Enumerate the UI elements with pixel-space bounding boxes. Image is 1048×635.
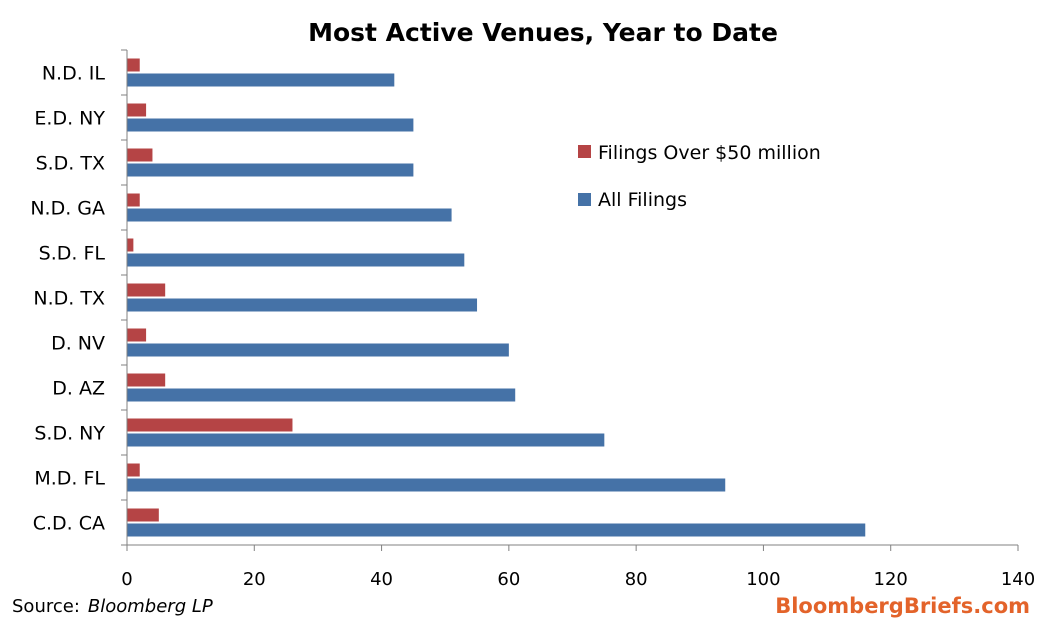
bar-filings-over-50-million-d-az [127, 373, 166, 387]
bar-all-filings-m-d-fl [127, 478, 726, 492]
x-tick-label-100: 100 [746, 569, 780, 590]
source-label: Source: [12, 596, 80, 617]
bar-filings-over-50-million-s-d-ny [127, 418, 293, 432]
bar-chart: Most Active Venues, Year to Date N.D. IL… [30, 18, 1035, 590]
source-name: Bloomberg LP [87, 596, 213, 617]
category-label-s-d-ny: S.D. NY [34, 423, 105, 445]
bar-filings-over-50-million-c-d-ca [127, 508, 159, 522]
chart-title: Most Active Venues, Year to Date [308, 18, 778, 47]
bar-filings-over-50-million-m-d-fl [127, 463, 140, 477]
category-label-d-nv: D. NV [51, 333, 105, 355]
bar-all-filings-n-d-ga [127, 208, 452, 222]
bar-all-filings-s-d-fl [127, 253, 465, 267]
bar-filings-over-50-million-s-d-fl [127, 238, 134, 252]
category-label-n-d-il: N.D. IL [42, 63, 106, 85]
legend-label-all-filings: All Filings [598, 189, 687, 211]
bar-all-filings-d-az [127, 388, 516, 402]
source-note: Source: Bloomberg LP [12, 596, 213, 617]
bar-all-filings-n-d-tx [127, 298, 478, 312]
bar-all-filings-c-d-ca [127, 523, 866, 537]
bar-filings-over-50-million-n-d-il [127, 58, 140, 72]
axes-layer: N.D. IL E.D. NY S.D. TX N.D. GA S.D. FL N.D. … [30, 49, 1035, 590]
category-label-e-d-ny: E.D. NY [34, 108, 105, 130]
bar-filings-over-50-million-d-nv [127, 328, 147, 342]
x-tick-label-40: 40 [370, 569, 393, 590]
x-tick-label-120: 120 [874, 569, 908, 590]
brand-logo-text: BloombergBriefs.com [775, 594, 1030, 618]
bar-filings-over-50-million-n-d-ga [127, 193, 140, 207]
category-label-n-d-ga: N.D. GA [30, 198, 105, 220]
legend-swatch-filings-over-50m [578, 145, 591, 158]
legend: Filings Over $50 million All Filings [578, 142, 821, 211]
bar-filings-over-50-million-n-d-tx [127, 283, 166, 297]
bar-all-filings-n-d-il [127, 73, 395, 87]
category-label-s-d-fl: S.D. FL [39, 243, 106, 265]
bar-all-filings-s-d-ny [127, 433, 605, 447]
x-tick-label-60: 60 [497, 569, 520, 590]
bar-all-filings-d-nv [127, 343, 509, 357]
legend-label-filings-over-50m: Filings Over $50 million [598, 142, 821, 164]
bar-all-filings-e-d-ny [127, 118, 414, 132]
category-label-m-d-fl: M.D. FL [34, 468, 105, 490]
category-label-n-d-tx: N.D. TX [33, 288, 105, 310]
x-tick-label-20: 20 [243, 569, 266, 590]
bar-filings-over-50-million-e-d-ny [127, 103, 147, 117]
category-label-c-d-ca: C.D. CA [33, 513, 105, 535]
legend-swatch-all-filings [578, 193, 591, 206]
x-tick-label-80: 80 [625, 569, 648, 590]
x-tick-label-0: 0 [121, 569, 132, 590]
bars-layer [127, 58, 866, 537]
category-label-s-d-tx: S.D. TX [36, 153, 105, 175]
x-tick-label-140: 140 [1001, 569, 1035, 590]
bar-all-filings-s-d-tx [127, 163, 414, 177]
bar-filings-over-50-million-s-d-tx [127, 148, 153, 162]
category-label-d-az: D. AZ [52, 378, 105, 400]
